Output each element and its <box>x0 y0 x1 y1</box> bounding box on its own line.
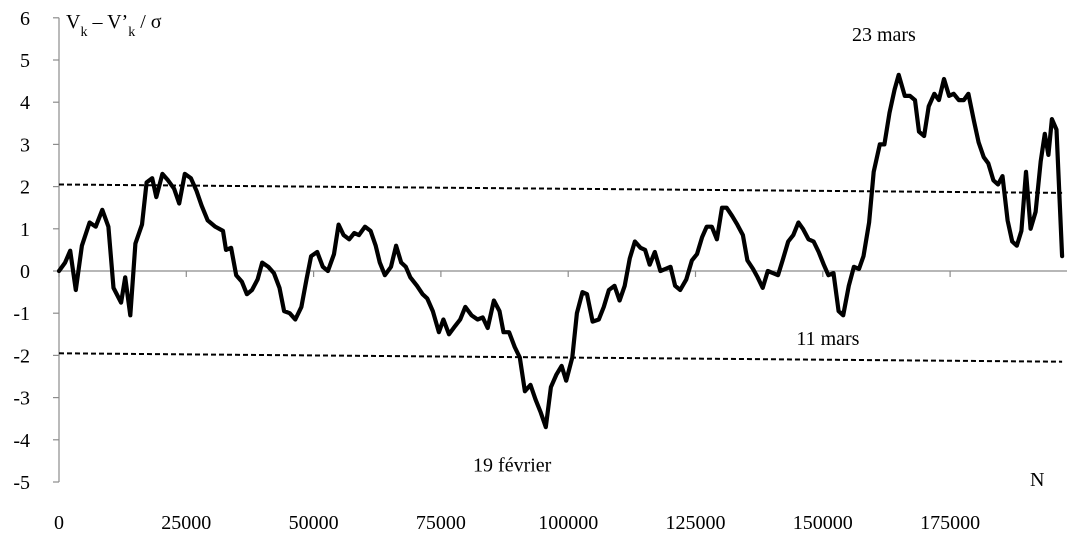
y-tick-label: 3 <box>20 134 30 156</box>
series-lines <box>56 72 1065 430</box>
y-tick-label: -5 <box>13 472 30 494</box>
x-tick-label: 50000 <box>289 512 339 534</box>
x-tick-label: 125000 <box>666 512 726 534</box>
annotation-label: 19 février <box>473 454 552 476</box>
y-tick-label: 2 <box>20 177 30 199</box>
x-tick-label: 100000 <box>538 512 598 534</box>
main-series-line <box>56 72 1065 430</box>
y-tick-label: 5 <box>20 50 30 72</box>
y-tick-label: -3 <box>13 388 30 410</box>
y-tick-label: -4 <box>13 430 30 452</box>
y-tick-label: 0 <box>20 261 30 283</box>
threshold-line-2 <box>58 352 1063 363</box>
x-tick-label: 175000 <box>920 512 980 534</box>
x-axis-label: N <box>1030 469 1044 491</box>
threshold-line-1 <box>58 183 1063 194</box>
y-tick-label: 4 <box>20 92 30 114</box>
x-tick-label: 150000 <box>793 512 853 534</box>
annotation-label: 11 mars <box>796 328 859 350</box>
annotations: 23 mars 11 mars 19 février <box>473 24 916 476</box>
x-tick-label: 25000 <box>161 512 211 534</box>
tick-labels: 6 5 4 3 2 1 0 -1 -2 -3 -4 -5 0 25000 50000 75000 100000 1… <box>13 8 980 534</box>
y-tick-label: 1 <box>20 219 30 241</box>
y-tick-label: -1 <box>13 303 30 325</box>
annotation-label: 23 mars <box>852 24 916 46</box>
y-tick-label: -2 <box>13 345 30 367</box>
y-tick-label: 6 <box>20 8 30 30</box>
y-axis-label: Vk – V’k / σ <box>66 11 162 40</box>
x-tick-label: 75000 <box>416 512 466 534</box>
x-tick-label: 0 <box>54 512 64 534</box>
axes <box>53 17 1067 483</box>
